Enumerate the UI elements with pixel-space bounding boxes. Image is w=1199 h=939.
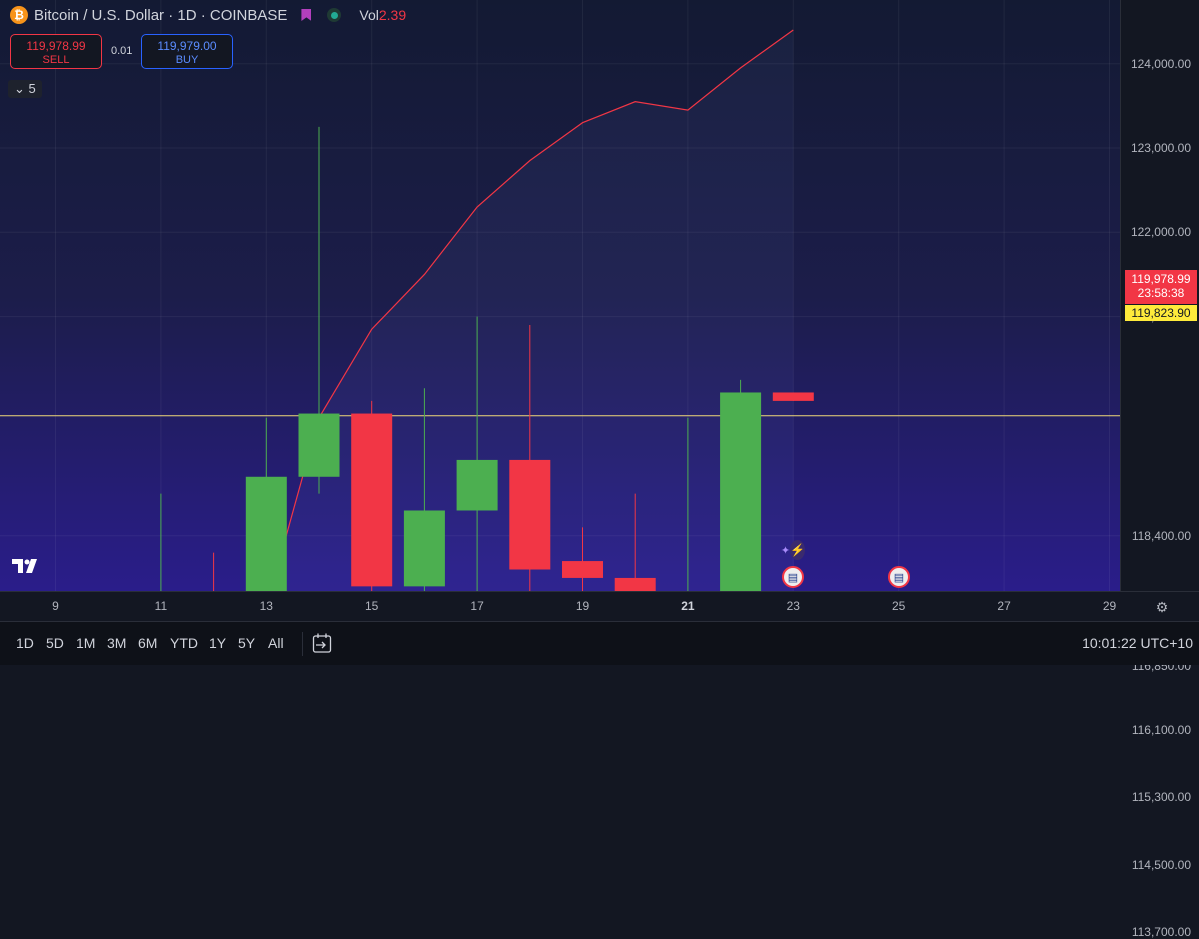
price-tick-label: 118,400.00 [1131,528,1191,543]
bar-countdown: 23:58:38 [1137,286,1185,300]
range-button-1d[interactable]: 1D [16,635,34,651]
range-button-6m[interactable]: 6M [138,635,158,651]
volume-value: 2.39 [378,7,407,23]
lightning-icon: ⚡ [790,540,806,560]
buy-label: BUY [175,54,199,66]
time-tick-label: 25 [892,599,906,613]
spread-value: 0.01 [111,45,133,57]
price-tick-label: 124,000.00 [1130,56,1191,71]
bitcoin-icon: ₿ [10,6,28,24]
candle-body [562,561,603,578]
time-tick-label: 29 [1102,599,1117,613]
candle-body [403,510,445,587]
candle-body [245,476,287,591]
last-price-value: 119,978.99 [1131,272,1191,286]
candle-body [351,413,393,587]
candle-body [720,392,762,591]
price-tick-label: 116,100.00 [1131,722,1191,737]
sell-label: SELL [42,54,70,66]
upper-band-line [270,29,794,591]
chart-area[interactable]: ₿ Bitcoin / U.S. Dollar · 1D · COINBASE … [0,0,1120,591]
market-status-icon[interactable] [327,8,342,22]
symbol-legend: ₿ Bitcoin / U.S. Dollar · 1D · COINBASE … [10,6,406,24]
date-range-calendar-icon[interactable] [312,632,332,654]
volume-indicator[interactable]: Vol2.39 [359,7,406,23]
time-tick-label: 23 [786,599,800,613]
buy-button[interactable]: 119,979.00 BUY [141,34,233,69]
range-button-1y[interactable]: 1Y [209,635,227,651]
bottom-toolbar: 1D 5D 1M 3M 6M YTD 1Y 5Y All 10:01:22 UTC+10 [0,621,1199,665]
range-button-all[interactable]: All [268,635,284,651]
event-lightning-badge[interactable]: ✦ ⚡ [780,539,806,561]
price-tick-label: 122,000.00 [1130,225,1191,240]
time-tick-label: 21 [681,599,695,613]
collapse-indicators-button[interactable]: ⌄ 5 [8,80,42,98]
symbol-title[interactable]: Bitcoin / U.S. Dollar · 1D · COINBASE [34,6,288,24]
sell-price: 119,978.99 [26,39,86,53]
sell-button[interactable]: 119,978.99 SELL [10,34,102,69]
range-button-5d[interactable]: 5D [46,635,64,651]
chevron-down-icon: ⌄ [14,81,29,96]
volume-label: Vol [359,7,379,23]
gear-icon[interactable]: ⚙ [1155,599,1169,615]
price-tick-label: 113,700.00 [1131,924,1191,939]
price-tick-label: 114,500.00 [1131,857,1191,872]
sparkle-icon: ✦ [780,544,791,557]
candle-body [298,413,340,477]
economic-event-us-flag-icon[interactable]: ▤ [782,566,804,588]
price-axis[interactable]: 126,000.00125,000.00124,000.00123,000.00… [1120,0,1199,939]
clock-timezone[interactable]: 10:01:22 UTC+10 [1082,635,1193,651]
candlestick-chart[interactable] [0,0,1120,591]
time-tick-label: 11 [154,599,168,613]
indicator-count: 5 [28,81,36,96]
price-tick-label: 123,000.00 [1130,141,1191,155]
tradingview-logo[interactable] [12,558,42,579]
price-line-tag: 119,823.90 [1125,305,1197,321]
time-axis[interactable]: 9 11 13 15 17 19 21 23 25 27 29 ⚙ [0,591,1199,621]
candle-body [772,392,814,401]
last-price-tag: 119,978.99 23:58:38 [1125,270,1197,304]
time-tick-label: 17 [470,599,484,613]
time-tick-label: 13 [259,599,273,613]
price-tick-label: 115,300.00 [1131,790,1191,805]
candle-body [509,459,551,570]
range-button-5y[interactable]: 5Y [238,635,256,651]
range-button-ytd[interactable]: YTD [170,635,198,651]
candle-body [614,577,656,591]
range-button-1m[interactable]: 1M [76,635,96,651]
range-button-3m[interactable]: 3M [107,635,127,651]
candle-body [456,459,498,511]
time-tick-label: 15 [365,599,379,613]
toolbar-divider [302,632,303,656]
time-tick-label: 9 [52,599,59,613]
flag-icon[interactable] [301,9,312,21]
time-tick-label: 27 [997,599,1011,613]
time-tick-label: 19 [575,599,590,613]
buy-price: 119,979.00 [157,39,217,53]
economic-event-us-flag-icon[interactable]: ▤ [888,566,910,588]
